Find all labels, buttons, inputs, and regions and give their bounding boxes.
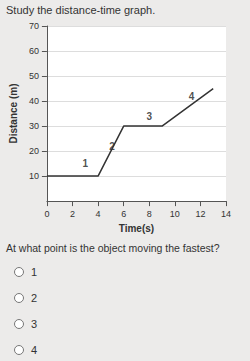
svg-text:10: 10 <box>170 209 180 219</box>
html-text:4: 4 <box>31 344 38 356</box>
svg-text:10: 10 <box>29 171 39 181</box>
svg-text:30: 30 <box>29 121 39 131</box>
svg-text:50: 50 <box>29 71 39 81</box>
html-text:1: 1 <box>31 266 38 278</box>
svg-text:70: 70 <box>29 21 39 31</box>
svg-text:40: 40 <box>29 96 39 106</box>
svg-text:0: 0 <box>44 209 49 219</box>
svg-text:4: 4 <box>96 209 101 219</box>
svg-text:60: 60 <box>29 46 39 56</box>
svg-text:4: 4 <box>189 91 195 102</box>
html-text:3: 3 <box>31 318 38 330</box>
svg-text:20: 20 <box>29 146 39 156</box>
svg-text:2: 2 <box>70 209 75 219</box>
svg-text:1: 1 <box>83 158 89 169</box>
html-text:Study the distance-time graph.: Study the distance-time graph. <box>6 4 156 16</box>
svg-text:14: 14 <box>221 209 231 219</box>
svg-text:2: 2 <box>109 141 115 152</box>
svg-text:Time(s): Time(s) <box>119 223 154 234</box>
svg-text:6: 6 <box>121 209 126 219</box>
svg-text:8: 8 <box>147 209 152 219</box>
svg-text:3: 3 <box>146 111 152 122</box>
svg-text:12: 12 <box>195 209 205 219</box>
html-text:At what point is the object mo: At what point is the object moving the f… <box>6 242 220 254</box>
svg-text:Distance (m): Distance (m) <box>8 84 19 144</box>
html-text:2: 2 <box>31 292 38 304</box>
